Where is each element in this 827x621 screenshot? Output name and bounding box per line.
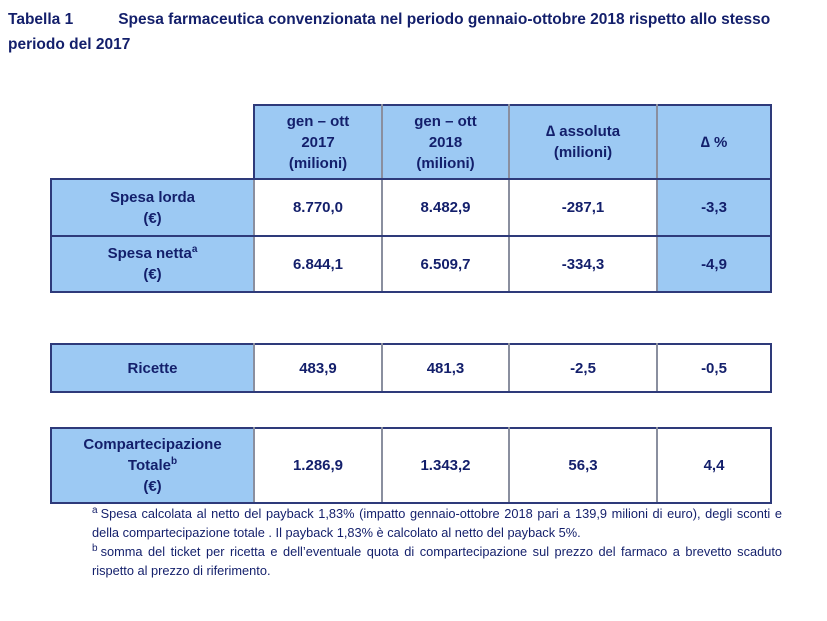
cell-v2018: 6.509,7	[381, 235, 510, 293]
ricette-table: Ricette 483,9 481,3 -2,5 -0,5	[50, 343, 772, 393]
cell-delta-pct: -4,9	[656, 235, 772, 293]
row-label-cell: Ricette	[50, 343, 255, 393]
cell-v2017: 6.844,1	[253, 235, 383, 293]
col-header-delta-pct: ∆ %	[656, 104, 772, 180]
row-label-cell: Spesa lorda (€)	[50, 178, 255, 237]
footnote-marker: a	[92, 504, 98, 516]
row-compartecipazione: Compartecipazione Totaleb (€) 1.286,9 1.…	[50, 427, 772, 504]
footnote-marker: b	[92, 542, 98, 554]
cell-delta-pct: 4,4	[656, 427, 772, 504]
cell-v2018: 8.482,9	[381, 178, 510, 237]
footnote-text: somma del ticket per ricetta e dell’even…	[92, 544, 782, 578]
cell-delta-abs: 56,3	[508, 427, 658, 504]
row-unit: (€)	[143, 209, 162, 227]
col-header-line: gen – ott	[414, 112, 477, 130]
col-header-line: gen – ott	[286, 112, 350, 130]
cell-v2018: 481,3	[381, 343, 510, 393]
row-label-text: Compartecipazione	[83, 436, 222, 453]
main-table: gen – ott 2017 (milioni) gen – ott 2018 …	[50, 104, 772, 293]
cell-v2018: 1.343,2	[381, 427, 510, 504]
row-spesa-lorda: Spesa lorda (€) 8.770,0 8.482,9 -287,1 -…	[50, 178, 772, 237]
table-caption-text: Spesa farmaceutica convenzionata nel per…	[8, 11, 771, 53]
row-label: Spesa nettaa	[56, 243, 249, 264]
row-label-text: Spesa lorda	[109, 188, 196, 206]
col-header-line: (milioni)	[416, 154, 475, 172]
row-unit: (€)	[143, 266, 162, 283]
table-caption: Tabella 1 Spesa farmaceutica convenzionat…	[8, 7, 814, 57]
row-label-text: Totale	[127, 457, 171, 474]
footnote-text: Spesa calcolata al netto del payback 1,8…	[92, 506, 782, 540]
cell-delta-pct: -0,5	[656, 343, 772, 393]
cell-v2017: 483,9	[253, 343, 383, 393]
header-row: gen – ott 2017 (milioni) gen – ott 2018 …	[51, 104, 772, 180]
col-header-line: 2018	[428, 133, 463, 151]
cell-delta-pct: -3,3	[656, 178, 772, 237]
cell-v2017: 8.770,0	[253, 178, 383, 237]
col-header-2018: gen – ott 2018 (milioni)	[381, 104, 510, 180]
cell-v2017: 1.286,9	[253, 427, 383, 504]
footnotes: a Spesa calcolata al netto del payback 1,…	[92, 504, 782, 580]
cell-delta-abs: -334,3	[508, 235, 658, 293]
cell-delta-abs: -2,5	[508, 343, 658, 393]
row-label-sup: b	[170, 456, 178, 467]
compartecipazione-table: Compartecipazione Totaleb (€) 1.286,9 1.…	[50, 427, 772, 504]
corner-empty-cell	[51, 105, 254, 179]
col-header-delta-assoluta: ∆ assoluta (milioni)	[508, 104, 658, 180]
row-label-sup: a	[191, 244, 198, 255]
row-label-text: Spesa netta	[107, 245, 192, 262]
row-label: Spesa lorda	[56, 187, 249, 208]
col-header-line: (milioni)	[288, 154, 348, 172]
row-spesa-netta: Spesa nettaa (€) 6.844,1 6.509,7 -334,3 …	[50, 235, 772, 293]
col-header-line: (milioni)	[553, 144, 613, 161]
col-header-line: 2017	[301, 133, 335, 151]
footnote-b: b somma del ticket per ricetta e dell’eve…	[92, 542, 782, 580]
row-label-cell: Spesa nettaa (€)	[50, 235, 255, 293]
row-unit: (€)	[143, 478, 162, 495]
col-header-2017: gen – ott 2017 (milioni)	[253, 104, 383, 180]
row-ricette: Ricette 483,9 481,3 -2,5 -0,5	[50, 343, 772, 393]
col-header-line: ∆ %	[700, 133, 728, 151]
row-label-cell: Compartecipazione Totaleb (€)	[50, 427, 255, 504]
col-header-line: ∆ assoluta	[545, 123, 621, 140]
cell-delta-abs: -287,1	[508, 178, 658, 237]
footnote-a: a Spesa calcolata al netto del payback 1,…	[92, 504, 782, 542]
row-label: Totaleb	[56, 455, 249, 476]
table-caption-number: Tabella 1	[8, 11, 74, 28]
